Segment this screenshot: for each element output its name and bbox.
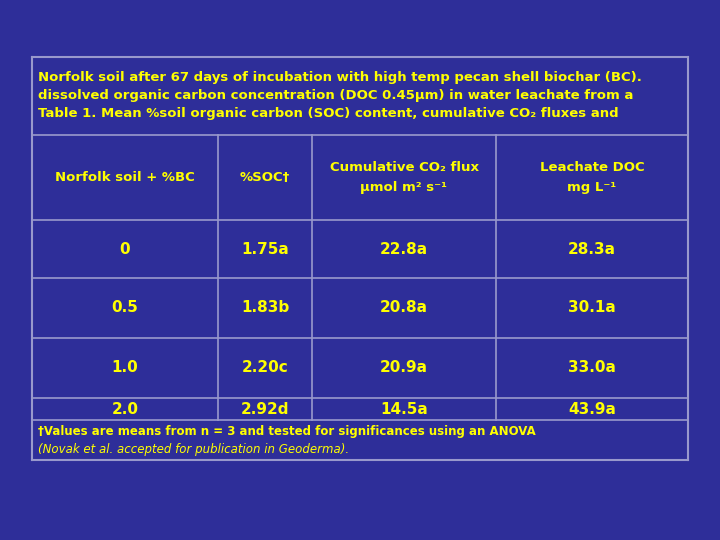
- Text: dissolved organic carbon concentration (DOC 0.45μm) in water leachate from a: dissolved organic carbon concentration (…: [38, 90, 634, 103]
- Text: 22.8a: 22.8a: [380, 241, 428, 256]
- Text: 0.5: 0.5: [112, 300, 138, 315]
- Text: 1.83b: 1.83b: [241, 300, 289, 315]
- Text: (Novak et al. accepted for publication in Geoderma).: (Novak et al. accepted for publication i…: [38, 442, 349, 456]
- Text: mg L⁻¹: mg L⁻¹: [567, 181, 616, 194]
- Text: 14.5a: 14.5a: [380, 402, 428, 416]
- Text: 0: 0: [120, 241, 130, 256]
- Text: 20.8a: 20.8a: [380, 300, 428, 315]
- Text: 33.0a: 33.0a: [568, 361, 616, 375]
- Text: 2.20c: 2.20c: [242, 361, 289, 375]
- Text: 1.75a: 1.75a: [241, 241, 289, 256]
- Text: %SOC†: %SOC†: [240, 171, 290, 184]
- Text: Norfolk soil after 67 days of incubation with high temp pecan shell biochar (BC): Norfolk soil after 67 days of incubation…: [38, 71, 642, 84]
- Text: 1.0: 1.0: [112, 361, 138, 375]
- Text: μmol m² s⁻¹: μmol m² s⁻¹: [361, 181, 448, 194]
- Text: 2.0: 2.0: [112, 402, 138, 416]
- Text: 43.9a: 43.9a: [568, 402, 616, 416]
- Text: Cumulative CO₂ flux: Cumulative CO₂ flux: [330, 161, 479, 174]
- Text: 28.3a: 28.3a: [568, 241, 616, 256]
- Text: †Values are means from n = 3 and tested for significances using an ANOVA: †Values are means from n = 3 and tested …: [38, 424, 536, 437]
- Text: Norfolk soil + %BC: Norfolk soil + %BC: [55, 171, 195, 184]
- Text: Leachate DOC: Leachate DOC: [540, 161, 644, 174]
- Text: Table 1. Mean %soil organic carbon (SOC) content, cumulative CO₂ fluxes and: Table 1. Mean %soil organic carbon (SOC)…: [38, 107, 618, 120]
- Text: 2.92d: 2.92d: [240, 402, 289, 416]
- Text: 20.9a: 20.9a: [380, 361, 428, 375]
- Text: 30.1a: 30.1a: [568, 300, 616, 315]
